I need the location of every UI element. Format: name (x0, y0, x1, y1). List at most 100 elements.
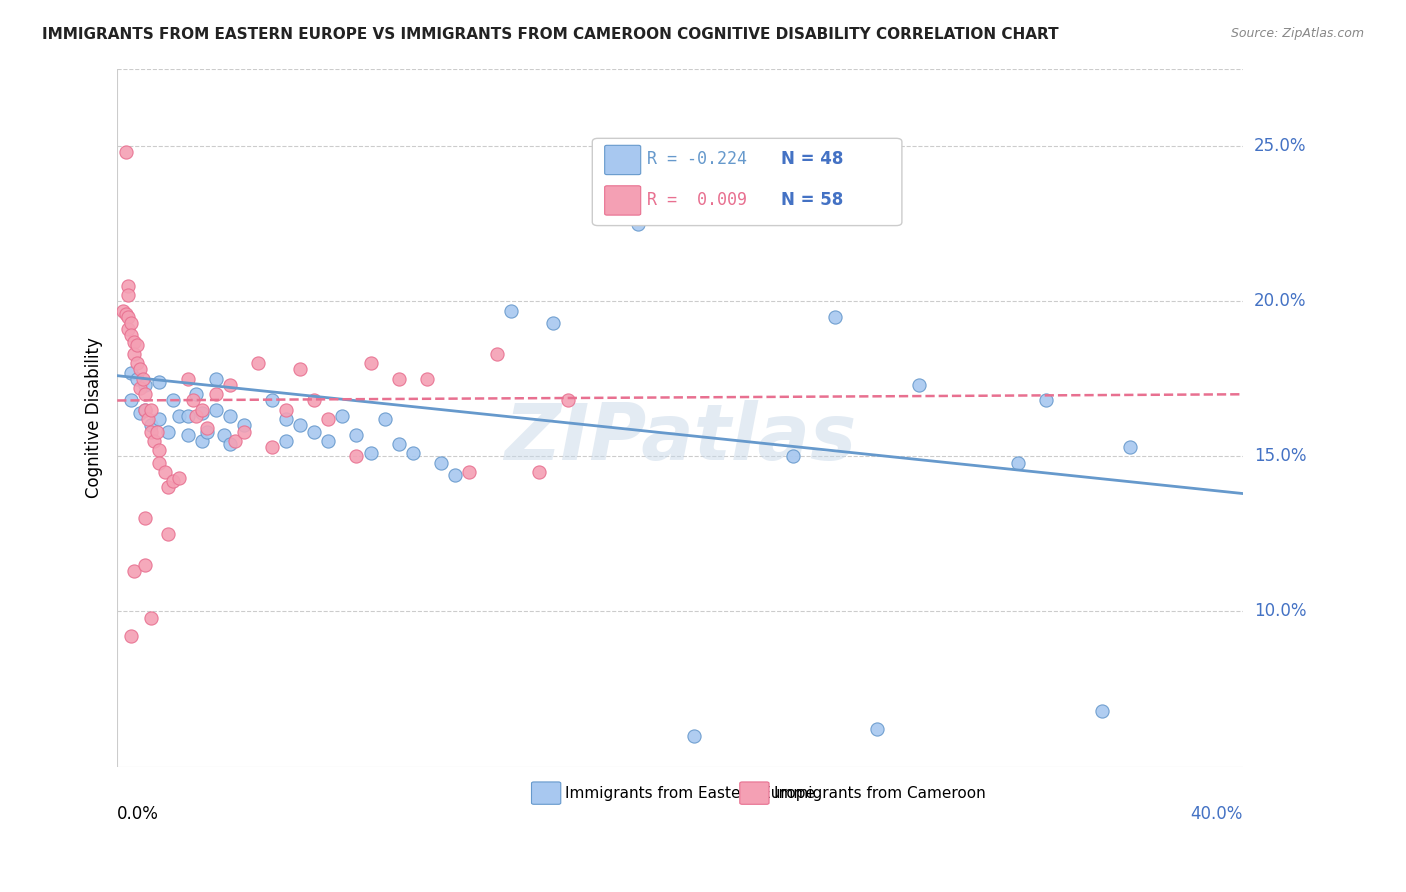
Point (224, 434, 246, 448)
Point (683, 729, 706, 743)
Point (218, 378, 240, 392)
Point (128, 381, 150, 395)
Point (176, 409, 198, 423)
Point (232, 425, 254, 439)
Point (346, 427, 368, 442)
Point (274, 412, 297, 426)
Text: 25.0%: 25.0% (1254, 137, 1306, 155)
FancyBboxPatch shape (605, 186, 641, 215)
Point (128, 362, 150, 376)
Point (134, 402, 156, 417)
Point (117, 322, 139, 336)
Point (117, 288, 139, 302)
Point (204, 372, 226, 386)
Point (388, 437, 411, 451)
Point (156, 480, 179, 494)
Point (184, 387, 207, 401)
Point (125, 372, 148, 386)
Point (122, 347, 145, 361)
Point (302, 393, 325, 408)
Text: 10.0%: 10.0% (1254, 602, 1306, 621)
Point (181, 393, 204, 408)
Point (167, 471, 190, 485)
Point (486, 347, 509, 361)
Point (346, 450, 368, 464)
Point (260, 440, 283, 454)
Point (117, 278, 139, 293)
Text: 40.0%: 40.0% (1191, 805, 1243, 823)
Point (458, 465, 481, 479)
Point (190, 434, 212, 448)
Point (153, 465, 176, 479)
Point (162, 474, 184, 488)
Point (204, 387, 226, 401)
Point (111, 303, 134, 318)
Point (184, 409, 207, 423)
Text: R =  0.009: R = 0.009 (647, 191, 748, 209)
Point (274, 434, 297, 448)
Point (167, 409, 190, 423)
Point (316, 434, 339, 448)
Point (360, 446, 382, 460)
Point (122, 564, 145, 578)
Y-axis label: Cognitive Disability: Cognitive Disability (86, 337, 103, 498)
FancyBboxPatch shape (592, 138, 901, 226)
Text: R = -0.224: R = -0.224 (647, 150, 748, 169)
Point (120, 629, 142, 643)
Point (218, 437, 240, 451)
Point (866, 723, 889, 737)
Point (190, 406, 212, 420)
Point (260, 393, 283, 408)
Point (232, 418, 254, 433)
Point (195, 425, 218, 439)
Point (430, 456, 453, 470)
Point (139, 418, 162, 433)
Point (134, 558, 156, 572)
Point (374, 412, 396, 426)
FancyBboxPatch shape (740, 782, 769, 805)
Point (120, 328, 142, 343)
Point (139, 610, 162, 624)
Point (114, 307, 136, 321)
Point (148, 375, 170, 389)
Point (148, 456, 170, 470)
Point (1091, 704, 1114, 718)
Point (824, 310, 846, 324)
Point (288, 362, 311, 376)
Point (117, 310, 139, 324)
Text: N = 58: N = 58 (782, 191, 844, 209)
Point (1035, 393, 1057, 408)
Point (134, 402, 156, 417)
Point (195, 421, 218, 435)
Point (501, 303, 523, 318)
Point (302, 425, 325, 439)
Point (156, 527, 179, 541)
Point (120, 316, 142, 330)
Point (139, 402, 162, 417)
Text: 15.0%: 15.0% (1254, 447, 1306, 466)
Point (131, 372, 153, 386)
Point (444, 467, 467, 482)
Point (134, 378, 156, 392)
Point (388, 372, 411, 386)
Point (1119, 440, 1142, 454)
Point (145, 425, 167, 439)
Point (162, 393, 184, 408)
Point (176, 427, 198, 442)
Point (128, 406, 150, 420)
Point (139, 425, 162, 439)
Point (402, 446, 425, 460)
Point (125, 337, 148, 351)
Point (156, 425, 179, 439)
Point (246, 356, 269, 370)
Point (114, 145, 136, 160)
FancyBboxPatch shape (605, 145, 641, 175)
Point (125, 356, 148, 370)
Point (529, 465, 551, 479)
Point (416, 372, 439, 386)
Point (120, 366, 142, 380)
Point (176, 372, 198, 386)
Text: Immigrants from Eastern Europe: Immigrants from Eastern Europe (565, 786, 815, 801)
Point (136, 412, 159, 426)
Text: Immigrants from Cameroon: Immigrants from Cameroon (773, 786, 986, 801)
